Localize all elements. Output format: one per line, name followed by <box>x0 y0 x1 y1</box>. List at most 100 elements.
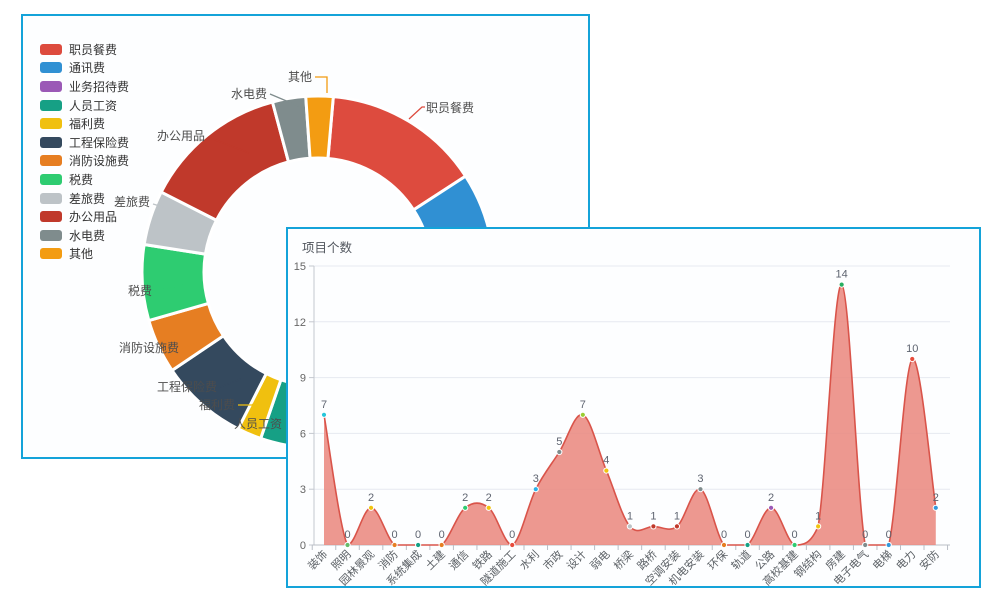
legend-swatch <box>40 192 62 204</box>
data-point[interactable] <box>556 448 563 456</box>
legend-item[interactable]: 职员餐费 <box>40 40 129 59</box>
legend-item[interactable]: 通讯费 <box>40 59 129 78</box>
x-category-label: 土建 <box>422 547 447 572</box>
y-tick-label: 3 <box>300 484 306 496</box>
pie-slice-label: 工程保险费 <box>157 379 217 394</box>
area-chart: 036912157020 0 02 2035741 1 130 0201140 0102装饰照… <box>294 261 950 586</box>
data-point[interactable] <box>485 504 492 511</box>
legend-swatch <box>40 136 62 148</box>
data-point[interactable] <box>815 523 822 530</box>
data-point-label: 2 <box>462 492 468 504</box>
legend-swatch <box>40 62 62 74</box>
data-point-label: 0 <box>792 529 798 541</box>
data-point-label: 1 <box>674 510 680 522</box>
pie-slice-label: 职员餐费 <box>426 100 474 115</box>
data-point-label: 2 <box>486 492 492 504</box>
x-category-label: 电力 <box>894 548 919 573</box>
data-point[interactable] <box>932 504 939 511</box>
legend-item[interactable]: 业务招待费 <box>40 77 129 96</box>
legend-item[interactable]: 税费 <box>40 170 129 189</box>
data-point[interactable] <box>909 355 916 363</box>
data-point[interactable] <box>344 541 351 549</box>
pie-slice-label: 税费 <box>128 284 152 298</box>
pie-label-line <box>408 106 425 120</box>
legend-label: 税费 <box>69 172 94 187</box>
data-point[interactable] <box>650 523 657 530</box>
y-tick-label: 12 <box>294 317 306 329</box>
x-category-label: 钢结构 <box>791 547 824 580</box>
data-point-label: 2 <box>768 492 774 504</box>
legend-item[interactable]: 水电费 <box>40 226 129 245</box>
legend-label: 职员餐费 <box>69 42 118 57</box>
data-point[interactable] <box>885 541 892 549</box>
area-chart-panel: 项目个数 0 3 6 9 12 15 7 0 2 0 0 0 2 2 0 3 5 7 4 1 1 1 3 0 0 2 0 1 14 0 0 1… <box>286 227 981 588</box>
data-point[interactable] <box>367 504 375 511</box>
data-point[interactable] <box>462 504 469 511</box>
data-point[interactable] <box>320 411 328 418</box>
pie-slice-label: 福利费 <box>199 397 235 412</box>
data-point[interactable] <box>767 504 775 511</box>
data-point-label: 2 <box>933 492 939 504</box>
data-point[interactable] <box>626 523 633 530</box>
x-category-label: 桥梁 <box>611 547 636 572</box>
data-point[interactable] <box>697 486 704 493</box>
data-point-label: 5 <box>556 436 562 448</box>
legend-label: 通讯费 <box>69 61 106 76</box>
legend-item[interactable]: 差旅费 <box>40 189 129 208</box>
pie-slice-label: 差旅费 <box>114 195 150 209</box>
data-point-label: 7 <box>321 399 327 411</box>
pie-label-line <box>219 378 242 388</box>
legend-label: 消防设施费 <box>69 154 130 169</box>
data-point[interactable] <box>838 281 845 288</box>
data-point[interactable] <box>791 541 798 549</box>
chart-title: 项目个数 <box>302 241 353 255</box>
data-point-label: 0 <box>721 529 727 541</box>
data-point[interactable] <box>415 541 422 549</box>
y-tick-label: 0 <box>300 540 306 552</box>
data-point-label: 0 <box>862 529 868 541</box>
x-category-label: 环保 <box>705 547 730 572</box>
pie-label-line <box>269 93 304 109</box>
pie-slice[interactable] <box>159 100 290 222</box>
legend-label: 人员工资 <box>69 98 118 113</box>
area-series-line <box>323 283 937 546</box>
data-point-label: 0 <box>744 529 750 541</box>
data-point[interactable] <box>509 541 516 549</box>
y-tick-label: 15 <box>294 261 306 273</box>
x-category-label: 轨道 <box>728 547 753 572</box>
pie-label-line <box>238 394 265 406</box>
legend-item[interactable]: 消防设施费 <box>40 152 129 171</box>
data-point-label: 0 <box>344 529 350 541</box>
legend-item[interactable]: 人员工资 <box>40 96 129 115</box>
data-point[interactable] <box>603 467 610 474</box>
legend-item[interactable]: 福利费 <box>40 114 129 133</box>
legend-label: 水电费 <box>69 228 106 243</box>
data-point[interactable] <box>744 541 751 549</box>
y-tick-label: 9 <box>300 373 306 385</box>
legend-swatch <box>40 229 62 241</box>
legend-label: 差旅费 <box>69 191 106 206</box>
data-point[interactable] <box>532 486 539 493</box>
legend-label: 工程保险费 <box>69 135 130 150</box>
pie-slice[interactable] <box>304 94 335 160</box>
data-point[interactable] <box>720 541 728 549</box>
legend-item[interactable]: 办公用品 <box>40 207 129 226</box>
x-category-label: 通信 <box>447 548 472 573</box>
x-category-label: 装饰 <box>305 547 330 572</box>
data-point-label: 7 <box>580 399 586 411</box>
pie-slice-label: 水电费 <box>231 87 267 101</box>
area-series-fill[interactable] <box>324 284 936 545</box>
data-point-label: 10 <box>906 343 918 355</box>
pie-slice-label: 办公用品 <box>157 128 205 143</box>
legend-item[interactable]: 工程保险费 <box>40 133 129 152</box>
data-point[interactable] <box>579 411 586 418</box>
legend-swatch <box>40 80 62 92</box>
data-point[interactable] <box>438 541 445 549</box>
data-point[interactable] <box>391 541 398 549</box>
data-point-label: 1 <box>650 510 656 522</box>
data-point[interactable] <box>862 541 869 549</box>
legend-item[interactable]: 其他 <box>40 245 129 264</box>
legend-swatch <box>40 43 62 55</box>
data-point[interactable] <box>673 523 681 530</box>
data-point-label: 4 <box>603 455 609 467</box>
